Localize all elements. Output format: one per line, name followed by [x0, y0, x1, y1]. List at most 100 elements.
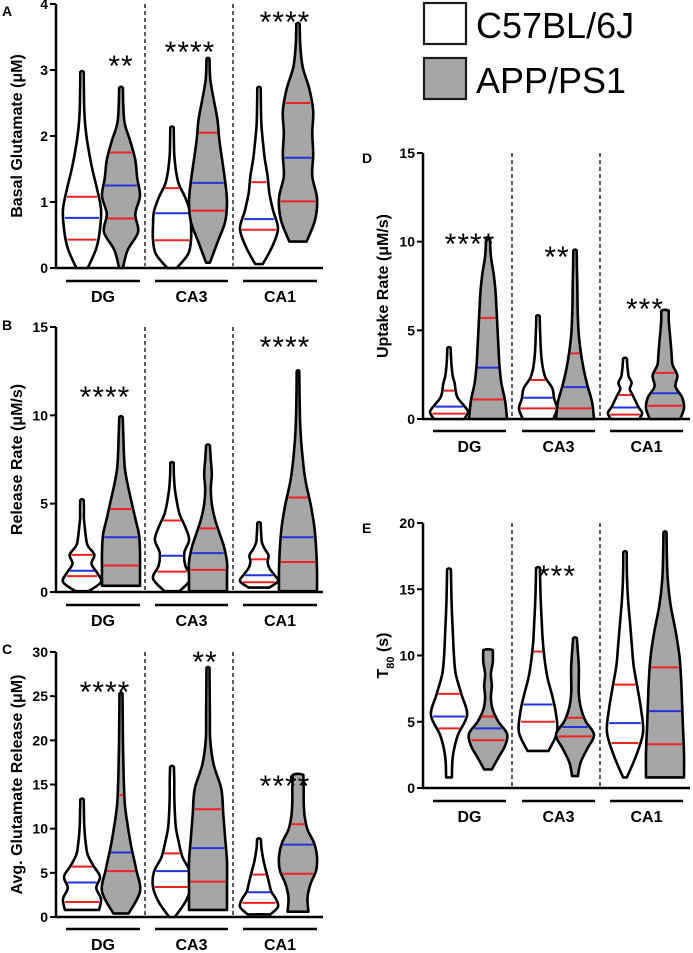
y-tick-label: 5 [407, 322, 415, 338]
significance-marker: **** [260, 331, 311, 364]
violin-body [554, 248, 596, 421]
violin-wt-ca3 [151, 125, 193, 270]
legend-swatch-wt [422, 1, 468, 46]
y-axis-label: Basal Glutamate (μM) [9, 54, 26, 218]
y-tick-label: 5 [40, 496, 48, 512]
y-tick-label: 15 [32, 319, 48, 335]
violin-body [61, 797, 103, 912]
panel-b: B Release Rate (μM/s) 0 5 10 15 DG CA3 CA1 **** **… [2, 317, 323, 630]
violin-wt-ca3 [517, 313, 559, 421]
violin-body [517, 565, 559, 753]
y-tick-label: 5 [407, 714, 415, 730]
violin-body [238, 520, 280, 589]
violin-body [238, 836, 280, 916]
group-label: CA3 [175, 289, 207, 306]
y-tick-label: 0 [40, 909, 48, 925]
violin-wt-ca1 [606, 356, 644, 421]
group-label: CA1 [264, 937, 296, 953]
significance-marker: ** [108, 50, 133, 83]
significance-marker: **** [80, 676, 131, 709]
violin-wt-ca1 [238, 520, 280, 589]
significance-marker: **** [80, 381, 131, 414]
violin-body [644, 308, 686, 421]
significance-marker: ** [544, 241, 569, 274]
y-tick-label: 20 [32, 732, 48, 748]
y-axis-label: Uptake Rate (μM/s) [375, 214, 392, 358]
panel-letter: B [2, 317, 12, 333]
group-label: CA1 [264, 289, 296, 306]
violin-body [151, 460, 193, 593]
y-tick-label: 10 [399, 648, 415, 664]
legend-swatch-app [422, 56, 468, 101]
y-tick-label: 20 [399, 515, 415, 531]
violin-app-ca1 [644, 308, 686, 421]
group-label: CA1 [630, 439, 662, 456]
violin-app-ca3 [187, 56, 229, 265]
group-label: CA1 [630, 809, 662, 826]
group-label: CA3 [175, 613, 207, 630]
violin-wt-dg [61, 69, 103, 270]
violin-body [428, 345, 470, 421]
violin-app-dg [100, 85, 142, 270]
panel-e: E T80 (s) 0 5 10 15 20 DG CA3 CA1 *** [362, 515, 690, 826]
significance-marker: ** [192, 646, 217, 679]
group-label: DG [91, 289, 115, 306]
violin-app-dg [100, 691, 142, 915]
violin-app-ca1 [644, 530, 686, 779]
y-tick-label: 0 [407, 780, 415, 796]
significance-marker: *** [538, 560, 576, 593]
violin-body [467, 647, 509, 771]
violin-app-dg [467, 235, 509, 421]
group-label: DG [91, 937, 115, 953]
violin-app-dg [467, 647, 509, 771]
y-tick-label: 3 [40, 62, 48, 78]
significance-marker: **** [445, 228, 496, 261]
y-tick-label: 15 [399, 145, 415, 161]
violin-wt-ca1 [238, 85, 280, 266]
y-tick-label: 4 [40, 0, 48, 12]
violin-wt-dg [61, 797, 103, 912]
group-label: CA3 [542, 809, 574, 826]
y-tick-label: 15 [32, 777, 48, 793]
y-tick-label: 15 [399, 581, 415, 597]
panel-letter: C [2, 641, 12, 657]
y-tick-label: 10 [399, 234, 415, 250]
panel-letter: D [362, 150, 372, 166]
group-label: CA3 [175, 937, 207, 953]
y-tick-label: 0 [407, 411, 415, 427]
violin-app-ca3 [554, 248, 596, 421]
y-tick-label: 1 [40, 194, 48, 210]
violin-body [151, 764, 193, 919]
y-tick-label: 10 [32, 821, 48, 837]
legend-label-wt: C57BL/6J [476, 5, 634, 46]
violin-wt-ca1 [238, 836, 280, 916]
panel-c: C Avg. Glutamate Release (μM) 0 5 10 15 20 25 30… [2, 641, 323, 953]
violin-wt-ca3 [517, 565, 559, 753]
panel-letter: A [2, 3, 12, 19]
significance-marker: **** [260, 6, 311, 39]
violin-body [61, 497, 103, 593]
violin-body [467, 235, 509, 421]
violin-app-ca3 [554, 635, 596, 778]
violin-body [238, 85, 280, 266]
violin-body [100, 414, 142, 588]
violin-wt-ca3 [151, 764, 193, 919]
panel-letter: E [362, 520, 371, 536]
violin-body [606, 356, 644, 421]
significance-marker: **** [260, 770, 311, 803]
y-tick-label: 0 [40, 584, 48, 600]
group-label: CA3 [542, 439, 574, 456]
violin-wt-ca3 [151, 460, 193, 593]
violin-body [554, 635, 596, 778]
violin-body [277, 21, 319, 243]
legend-label-app: APP/PS1 [476, 60, 626, 101]
violin-body [644, 530, 686, 779]
violin-body [187, 443, 229, 593]
violin-app-ca1 [277, 772, 319, 913]
y-tick-label: 25 [32, 688, 48, 704]
violin-body [100, 691, 142, 915]
y-axis-label: Avg. Glutamate Release (μM) [9, 675, 26, 895]
violin-body [187, 56, 229, 265]
